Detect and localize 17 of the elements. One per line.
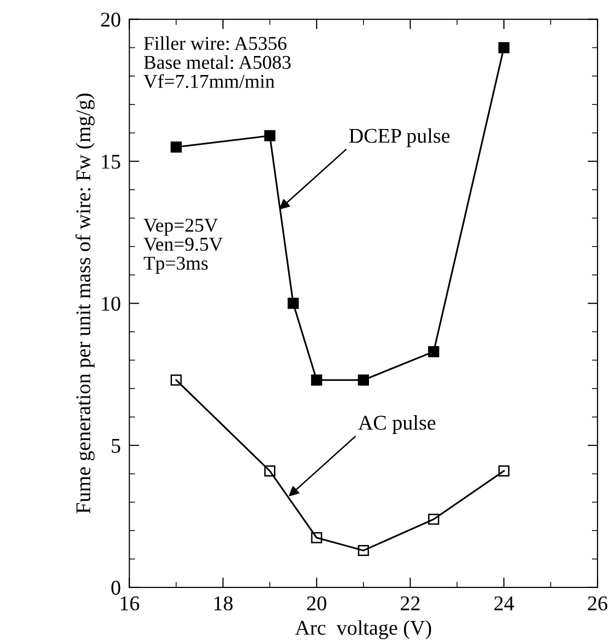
y-tick-label: 0 (111, 580, 120, 595)
y-tick-label: 10 (102, 296, 120, 311)
x-tick-label: 22 (400, 596, 420, 610)
y-tick-label: 5 (112, 438, 120, 453)
x-tick-label: 20 (307, 596, 326, 610)
y-axis-title: Fume generation per unit mass of wire: Fw (mg/g) (75, 94, 95, 514)
x-tick-label: 18 (214, 596, 233, 610)
annotation: AC pulse (358, 415, 436, 434)
x-tick-label: 26 (588, 596, 608, 610)
annotation: DCEP pulse (349, 128, 450, 148)
y-tick-label: 15 (102, 154, 120, 169)
x-tick-label: 24 (494, 596, 514, 610)
x-tick-label: 16 (120, 596, 140, 610)
y-tick-label: 20 (101, 12, 120, 27)
x-axis-title: Arc voltage (V) (295, 620, 432, 640)
annotation: Vep=25V Ven=9.5V Tp=3ms (144, 218, 223, 274)
annotation: Filler wire: A5356 Base metal: A5083 Vf=7.17mm/min (144, 36, 291, 88)
